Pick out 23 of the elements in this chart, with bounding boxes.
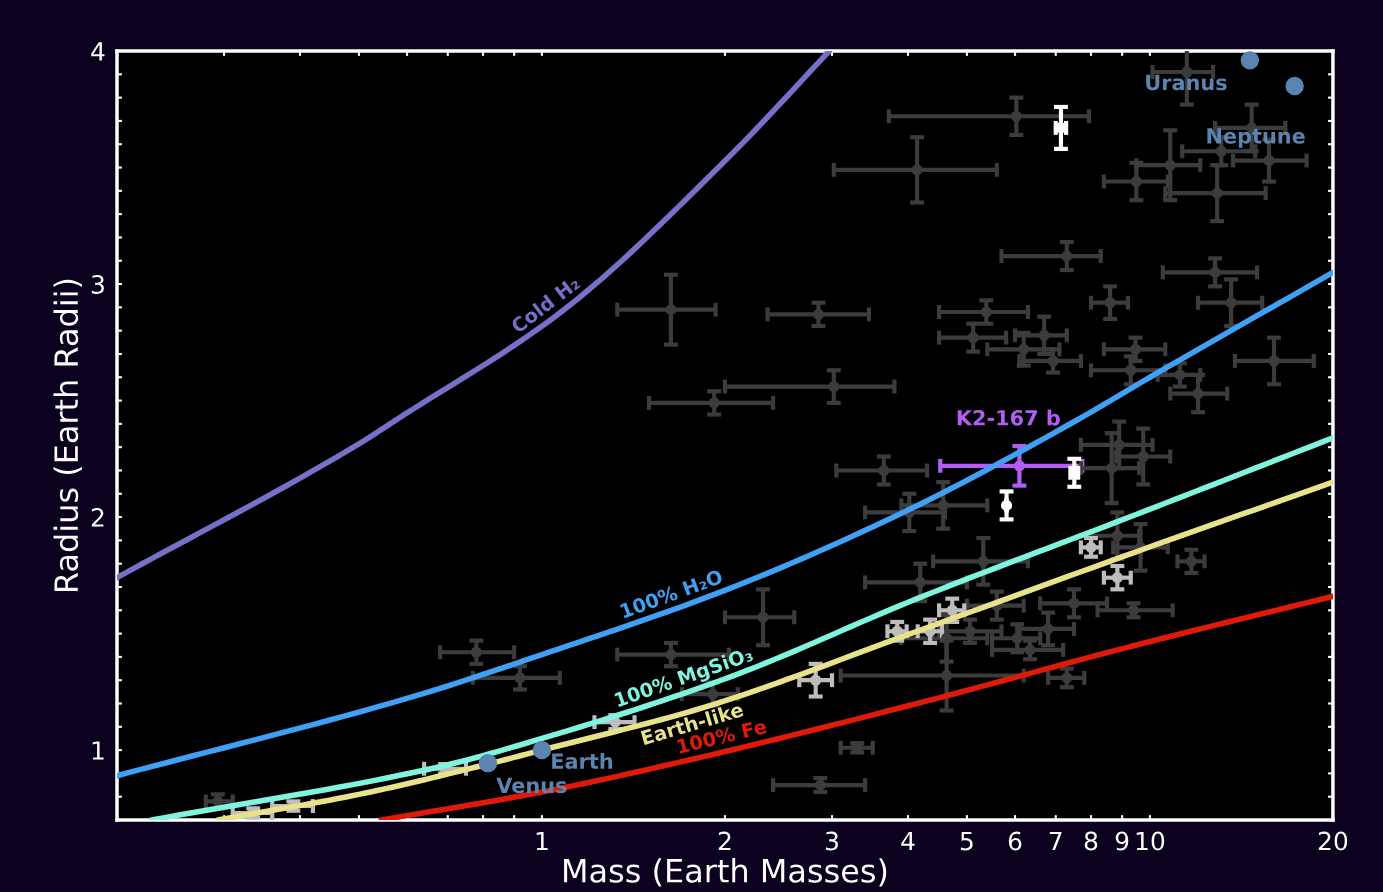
x-tick-label: 1 — [536, 831, 548, 851]
y-tick-label: 4 — [91, 42, 105, 61]
x-tick-label: 20 — [1318, 831, 1348, 851]
x-axis-title: Mass (Earth Masses) — [564, 858, 887, 887]
x-tick-label: 7 — [1049, 831, 1062, 851]
text: 100% H₂O — [619, 568, 724, 619]
annotation: Uranus — [1146, 74, 1227, 91]
x-tick-label: 10 — [1136, 831, 1165, 851]
x-tick-label: 3 — [825, 831, 838, 851]
annotation: Earth — [552, 752, 613, 770]
y-tick-label: 1 — [92, 741, 104, 760]
annotation: Neptune — [1207, 128, 1305, 148]
x-tick-label: 9 — [1115, 831, 1129, 851]
y-tick-label: 2 — [91, 508, 104, 527]
annotation: Venus — [496, 777, 567, 794]
x-tick-label: 4 — [901, 831, 915, 851]
annotation: K2-167 b — [957, 409, 1060, 426]
x-tick-label: 2 — [718, 831, 731, 851]
y-tick-label: 3 — [91, 274, 104, 294]
x-tick-label: 8 — [1084, 831, 1098, 851]
x-tick-label: 5 — [960, 831, 973, 851]
y-axis-title: Radius (Earth Radii) — [53, 279, 82, 591]
x-tick-label: 6 — [1008, 831, 1022, 851]
